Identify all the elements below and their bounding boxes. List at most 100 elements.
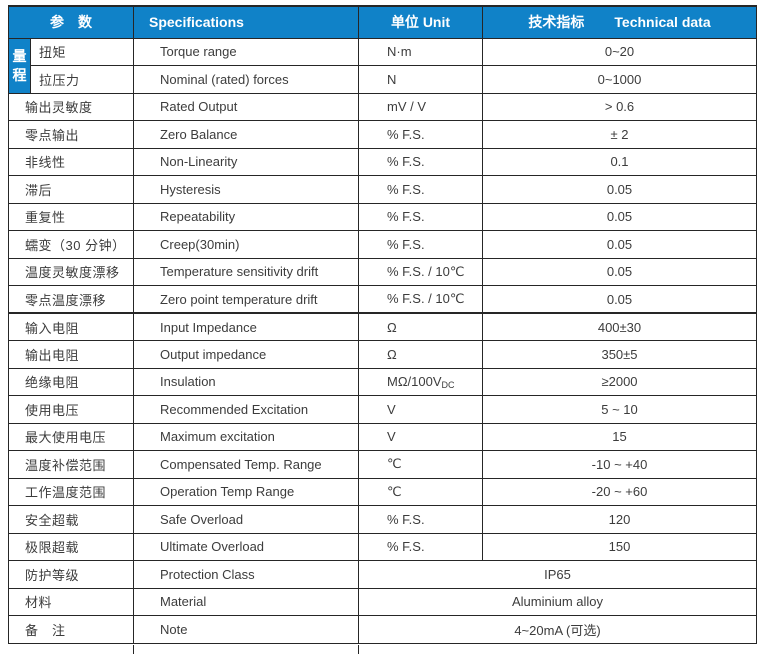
row-spec: Safe Overload xyxy=(133,505,359,534)
table-row: 滞后 Hysteresis % F.S. 0.05 xyxy=(8,175,757,204)
unit-main: MΩ/100V xyxy=(387,374,442,390)
row-unit: % F.S. / 10℃ xyxy=(358,285,483,314)
header-unit-label: 单位 Unit xyxy=(390,14,451,31)
table-row: 重复性 Repeatability % F.S. 0.05 xyxy=(8,202,757,231)
table-row: 防护等级 Protection Class IP65 xyxy=(8,560,757,589)
row-value: ≥2000 xyxy=(482,367,757,396)
header-tech-zh: 技术指标 xyxy=(528,14,585,31)
table-row: 温度灵敏度漂移 Temperature sensitivity drift % … xyxy=(8,257,757,286)
table-row: 非线性 Non-Linearity % F.S. 0.1 xyxy=(8,147,757,176)
row-unit: Ω xyxy=(358,312,483,341)
column-line-stub xyxy=(133,645,134,654)
row-spec: Operation Temp Range xyxy=(133,477,359,506)
table-row: 材料 Material Aluminium alloy xyxy=(8,587,757,616)
header-tech-en: Technical data xyxy=(614,14,711,31)
row-spec: Torque range xyxy=(133,37,359,66)
row-unit: ℃ xyxy=(358,477,483,506)
row-unit: mV / V xyxy=(358,92,483,121)
row-unit: N·m xyxy=(358,37,483,66)
row-spec: Protection Class xyxy=(133,560,359,589)
header-cell-param: 参 数 xyxy=(8,5,134,39)
row-param: 重复性 xyxy=(8,202,134,231)
row-spec: Temperature sensitivity drift xyxy=(133,257,359,286)
table-row: 输入电阻 Input Impedance Ω 400±30 xyxy=(8,312,757,341)
spec-table-wrapper: 参 数 Specifications 单位 Unit 技术指标 Technica… xyxy=(8,5,757,644)
table-row: 绝缘电阻 Insulation MΩ/100VDC ≥2000 xyxy=(8,367,757,396)
row-value: -10 ~ +40 xyxy=(482,450,757,479)
row-value: ± 2 xyxy=(482,120,757,149)
row-param: 蠕变（30 分钟） xyxy=(8,230,134,259)
row-spec: Output impedance xyxy=(133,340,359,369)
row-spec: Maximum excitation xyxy=(133,422,359,451)
row-param: 备 注 xyxy=(8,615,134,644)
header-cell-technical-data: 技术指标 Technical data xyxy=(482,5,757,39)
row-unit: % F.S. xyxy=(358,175,483,204)
row-value: 350±5 xyxy=(482,340,757,369)
column-line-stub xyxy=(358,645,359,654)
row-unit: ℃ xyxy=(358,450,483,479)
row-value: 0.05 xyxy=(482,202,757,231)
table-row: 输出电阻 Output impedance Ω 350±5 xyxy=(8,340,757,369)
table-row: 蠕变（30 分钟） Creep(30min) % F.S. 0.05 xyxy=(8,230,757,259)
row-unit: N xyxy=(358,65,483,94)
row-param: 零点温度漂移 xyxy=(8,285,134,314)
table-row: 输出灵敏度 Rated Output mV / V > 0.6 xyxy=(8,92,757,121)
row-value: > 0.6 xyxy=(482,92,757,121)
row-value: 0.05 xyxy=(482,285,757,314)
row-param: 使用电压 xyxy=(8,395,134,424)
row-unit: MΩ/100VDC xyxy=(358,367,483,396)
table-row: 量程 扭矩 Torque range N·m 0~20 xyxy=(8,37,757,94)
row-spec: Non-Linearity xyxy=(133,147,359,176)
row-param: 绝缘电阻 xyxy=(8,367,134,396)
row-value: 0.05 xyxy=(482,257,757,286)
table-row: 最大使用电压 Maximum excitation V 15 xyxy=(8,422,757,451)
row-param: 最大使用电压 xyxy=(8,422,134,451)
table-row: 拉压力 Nominal (rated) forces N 0~1000 xyxy=(9,65,757,94)
row-param: 工作温度范围 xyxy=(8,477,134,506)
table-row: 安全超载 Safe Overload % F.S. 120 xyxy=(8,505,757,534)
row-spec: Nominal (rated) forces xyxy=(133,65,359,94)
table-row: 零点温度漂移 Zero point temperature drift % F.… xyxy=(8,285,757,314)
range-group-cell: 量程 xyxy=(8,37,31,94)
row-param: 拉压力 xyxy=(30,65,134,94)
row-value: 0~20 xyxy=(482,37,757,66)
row-param: 输出电阻 xyxy=(8,340,134,369)
row-param: 零点输出 xyxy=(8,120,134,149)
row-param: 输入电阻 xyxy=(8,312,134,341)
row-spec: Zero Balance xyxy=(133,120,359,149)
row-param: 温度灵敏度漂移 xyxy=(8,257,134,286)
header-technical-label: 技术指标 Technical data xyxy=(528,12,710,32)
row-unit: % F.S. xyxy=(358,147,483,176)
row-unit: Ω xyxy=(358,340,483,369)
row-spec: Zero point temperature drift xyxy=(133,285,359,314)
row-value: IP65 xyxy=(358,560,757,589)
header-specifications-label: Specifications xyxy=(149,14,244,31)
row-unit: V xyxy=(358,422,483,451)
row-value: 120 xyxy=(482,505,757,534)
header-cell-unit: 单位 Unit xyxy=(358,5,483,39)
row-spec: Recommended Excitation xyxy=(133,395,359,424)
row-unit: % F.S. xyxy=(358,505,483,534)
spec-table: 参 数 Specifications 单位 Unit 技术指标 Technica… xyxy=(8,5,757,644)
row-spec: Repeatability xyxy=(133,202,359,231)
row-spec: Creep(30min) xyxy=(133,230,359,259)
row-value: 400±30 xyxy=(482,312,757,341)
row-param: 防护等级 xyxy=(8,560,134,589)
row-param: 扭矩 xyxy=(30,37,134,66)
table-row: 使用电压 Recommended Excitation V 5 ~ 10 xyxy=(8,395,757,424)
row-param: 极限超载 xyxy=(8,532,134,561)
row-spec: Ultimate Overload xyxy=(133,532,359,561)
row-spec: Material xyxy=(133,587,359,616)
row-spec: Rated Output xyxy=(133,92,359,121)
header-row: 参 数 Specifications 单位 Unit 技术指标 Technica… xyxy=(8,5,757,39)
row-param: 材料 xyxy=(8,587,134,616)
row-unit: % F.S. xyxy=(358,230,483,259)
row-unit: % F.S. xyxy=(358,120,483,149)
row-unit: % F.S. xyxy=(358,202,483,231)
header-cell-specifications: Specifications xyxy=(133,5,359,39)
row-value: 0.05 xyxy=(482,230,757,259)
table-row: 温度补偿范围 Compensated Temp. Range ℃ -10 ~ +… xyxy=(8,450,757,479)
row-spec: Hysteresis xyxy=(133,175,359,204)
row-value: -20 ~ +60 xyxy=(482,477,757,506)
